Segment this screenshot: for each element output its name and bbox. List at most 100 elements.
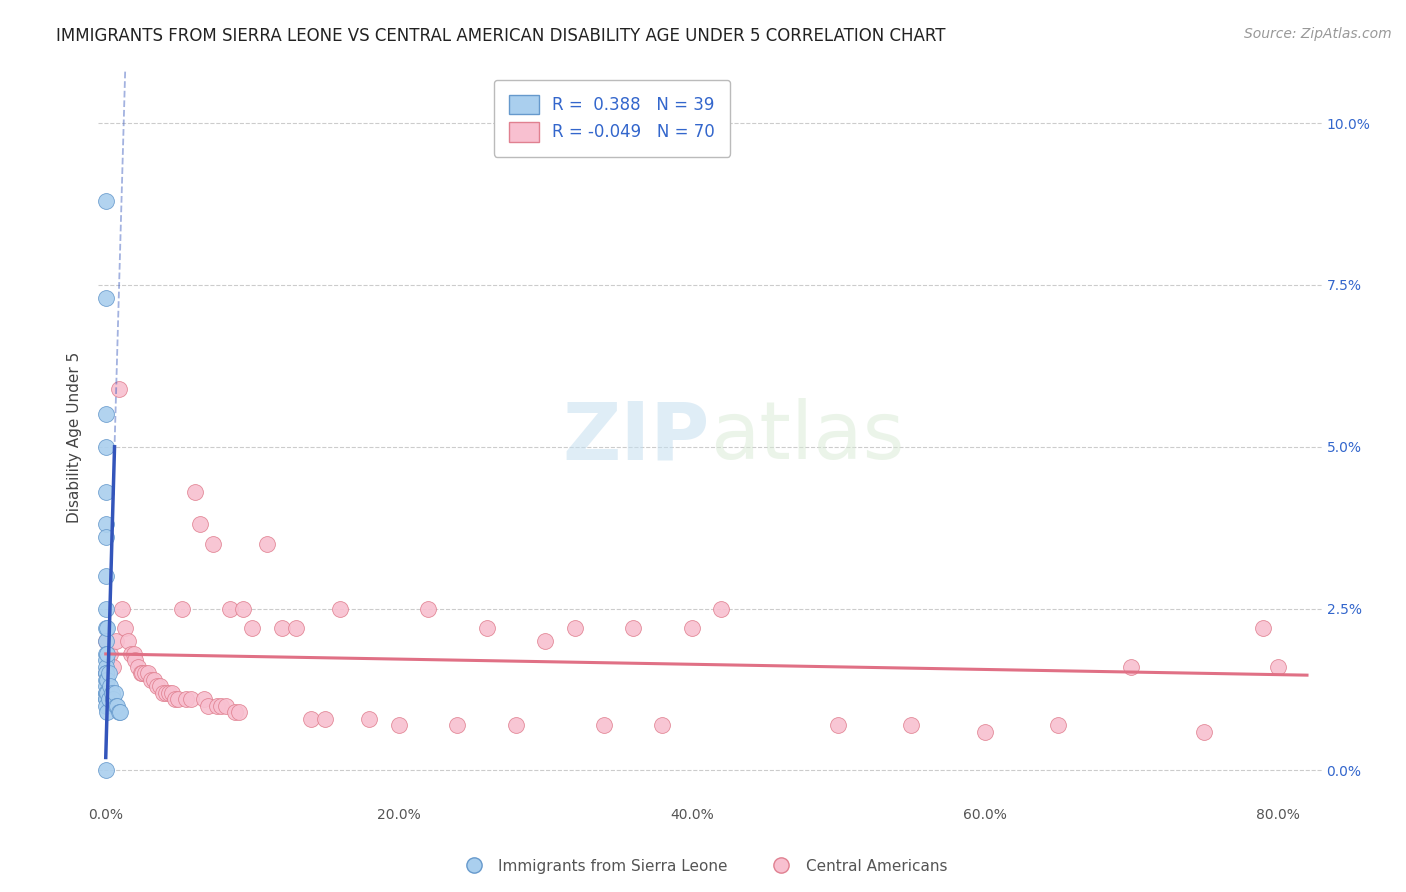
Point bbox=[117, 634, 139, 648]
Point bbox=[94, 692, 117, 706]
Text: ZIP: ZIP bbox=[562, 398, 710, 476]
Point bbox=[94, 666, 117, 681]
Point bbox=[94, 194, 117, 208]
Point bbox=[621, 621, 644, 635]
Point bbox=[107, 698, 129, 713]
Point bbox=[314, 712, 336, 726]
Point bbox=[592, 718, 614, 732]
Point bbox=[534, 634, 557, 648]
Point bbox=[141, 673, 163, 687]
Point bbox=[94, 698, 117, 713]
Point bbox=[211, 698, 233, 713]
Point bbox=[97, 692, 120, 706]
Point bbox=[97, 666, 120, 681]
Point bbox=[94, 653, 117, 667]
Point bbox=[94, 634, 117, 648]
Point bbox=[94, 666, 117, 681]
Point bbox=[94, 440, 117, 454]
Point bbox=[100, 686, 122, 700]
Point bbox=[94, 660, 117, 674]
Point bbox=[973, 724, 995, 739]
Point bbox=[94, 686, 117, 700]
Point bbox=[94, 673, 117, 687]
Point bbox=[157, 686, 180, 700]
Point bbox=[827, 718, 849, 732]
Point bbox=[94, 601, 117, 615]
Point bbox=[127, 660, 149, 674]
Point bbox=[134, 666, 156, 681]
Text: atlas: atlas bbox=[710, 398, 904, 476]
Point bbox=[94, 764, 117, 778]
Point bbox=[98, 679, 121, 693]
Point bbox=[101, 692, 124, 706]
Point bbox=[505, 718, 527, 732]
Point bbox=[103, 686, 125, 700]
Point bbox=[329, 601, 352, 615]
Point bbox=[219, 601, 242, 615]
Point bbox=[240, 621, 263, 635]
Point bbox=[359, 712, 381, 726]
Point bbox=[270, 621, 292, 635]
Text: IMMIGRANTS FROM SIERRA LEONE VS CENTRAL AMERICAN DISABILITY AGE UNDER 5 CORRELAT: IMMIGRANTS FROM SIERRA LEONE VS CENTRAL … bbox=[56, 27, 946, 45]
Point bbox=[651, 718, 673, 732]
Point bbox=[416, 601, 439, 615]
Point bbox=[215, 698, 238, 713]
Point bbox=[564, 621, 586, 635]
Point bbox=[94, 686, 117, 700]
Point bbox=[228, 705, 250, 719]
Point bbox=[170, 601, 193, 615]
Point bbox=[94, 408, 117, 422]
Point bbox=[146, 679, 169, 693]
Point bbox=[120, 647, 142, 661]
Point bbox=[475, 621, 498, 635]
Point bbox=[105, 698, 128, 713]
Point bbox=[1046, 718, 1069, 732]
Point bbox=[155, 686, 177, 700]
Point bbox=[710, 601, 733, 615]
Point bbox=[176, 692, 198, 706]
Point bbox=[166, 692, 188, 706]
Point bbox=[446, 718, 468, 732]
Point bbox=[122, 647, 145, 661]
Point bbox=[94, 485, 117, 500]
Point bbox=[94, 666, 117, 681]
Point bbox=[681, 621, 703, 635]
Point bbox=[96, 621, 118, 635]
Point bbox=[94, 621, 117, 635]
Point bbox=[197, 698, 219, 713]
Point bbox=[96, 686, 118, 700]
Point bbox=[96, 705, 118, 719]
Point bbox=[136, 666, 159, 681]
Text: Source: ZipAtlas.com: Source: ZipAtlas.com bbox=[1244, 27, 1392, 41]
Point bbox=[114, 621, 136, 635]
Point bbox=[1267, 660, 1289, 674]
Point bbox=[1121, 660, 1143, 674]
Point bbox=[94, 634, 117, 648]
Point bbox=[232, 601, 254, 615]
Point bbox=[94, 679, 117, 693]
Point bbox=[160, 686, 183, 700]
Point bbox=[98, 647, 121, 661]
Point bbox=[163, 692, 186, 706]
Point bbox=[152, 686, 174, 700]
Point bbox=[149, 679, 172, 693]
Point bbox=[285, 621, 308, 635]
Point bbox=[96, 647, 118, 661]
Point bbox=[388, 718, 411, 732]
Point bbox=[184, 485, 207, 500]
Y-axis label: Disability Age Under 5: Disability Age Under 5 bbox=[67, 351, 83, 523]
Point bbox=[111, 601, 134, 615]
Point bbox=[110, 705, 132, 719]
Point bbox=[1251, 621, 1274, 635]
Point bbox=[129, 666, 152, 681]
Point bbox=[1194, 724, 1216, 739]
Point bbox=[105, 634, 128, 648]
Point bbox=[108, 382, 131, 396]
Point bbox=[201, 537, 224, 551]
Point bbox=[256, 537, 278, 551]
Point bbox=[94, 647, 117, 661]
Point bbox=[299, 712, 322, 726]
Point bbox=[131, 666, 153, 681]
Point bbox=[180, 692, 202, 706]
Point bbox=[94, 569, 117, 583]
